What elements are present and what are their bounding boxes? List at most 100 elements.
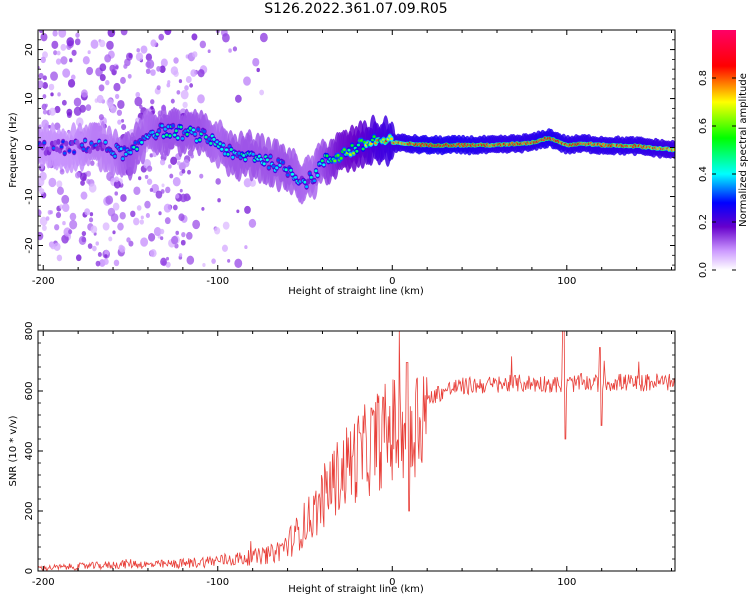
noise-blob <box>89 212 94 217</box>
noise-blob <box>180 239 186 246</box>
noise-blob <box>160 236 164 241</box>
spectrogram-x-tick-label: -100 <box>206 276 229 287</box>
noise-blob <box>170 156 178 166</box>
noise-blob <box>160 58 168 67</box>
ridge-outer <box>56 138 61 145</box>
noise-blob <box>185 75 192 83</box>
noise-blob <box>56 180 63 188</box>
noise-blob <box>165 256 170 261</box>
ridge-core <box>243 158 247 161</box>
ridge-core <box>672 148 675 152</box>
noise-blob <box>211 258 216 264</box>
noise-blob <box>113 259 120 267</box>
spectrogram-frame <box>37 29 676 271</box>
noise-blob <box>42 82 49 89</box>
ridge-core <box>121 157 125 161</box>
noise-blob <box>175 193 180 199</box>
noise-blob <box>55 211 62 219</box>
noise-blob <box>166 82 171 88</box>
noise-blob <box>56 50 61 56</box>
noise-blob <box>136 48 140 53</box>
noise-blob <box>181 169 186 174</box>
ridge-core <box>129 151 133 154</box>
noise-blob <box>232 46 238 52</box>
noise-blob <box>222 33 230 43</box>
noise-blob <box>126 237 131 243</box>
ridge-core <box>209 142 213 145</box>
noise-blob <box>70 74 76 81</box>
ridge-core <box>352 151 356 155</box>
noise-blob <box>139 219 144 225</box>
ridge-core <box>165 133 169 137</box>
noise-blob <box>73 97 82 107</box>
noise-blob <box>172 204 178 211</box>
snr-y-tick-label: 800 <box>24 321 35 340</box>
ridge-core <box>166 125 170 129</box>
noise-blob <box>156 66 161 72</box>
chart-title: S126.2022.361.07.09.R05 <box>264 1 448 17</box>
noise-blob <box>217 198 221 203</box>
ridge-core <box>83 139 87 142</box>
noise-blob <box>107 30 116 38</box>
snr-x-axis-label: Height of straight line (km) <box>288 584 424 595</box>
colorbar-tick-label: 0.2 <box>698 214 709 230</box>
noise-blob <box>52 30 58 37</box>
snr-x-tick-label: -100 <box>206 577 229 588</box>
noise-blob <box>190 69 197 77</box>
noise-blob <box>120 76 126 84</box>
noise-blob <box>39 30 44 34</box>
noise-blob <box>144 174 149 180</box>
noise-blob <box>150 39 157 47</box>
noise-blob <box>123 63 128 69</box>
snr-y-tick-label: 200 <box>24 501 35 520</box>
ridge-core <box>231 155 235 159</box>
noise-blob <box>243 178 252 188</box>
ridge-core <box>207 137 211 141</box>
noise-blob <box>53 50 58 56</box>
noise-blob <box>106 98 114 107</box>
noise-blob <box>146 165 153 172</box>
ridge-outer <box>305 178 311 185</box>
ridge-outer <box>95 145 100 152</box>
ridge-core <box>237 151 241 155</box>
ridge-core <box>196 127 200 131</box>
noise-blob <box>41 103 47 110</box>
ridge-core <box>81 147 86 151</box>
noise-blob <box>120 30 128 36</box>
noise-blob <box>259 89 265 96</box>
ridge-core <box>173 133 177 137</box>
noise-blob <box>140 215 144 220</box>
noise-blob <box>66 37 75 47</box>
ridge-core <box>103 140 108 144</box>
noise-blob <box>155 190 163 199</box>
noise-blob <box>74 171 81 179</box>
noise-blob <box>112 202 120 211</box>
noise-blob <box>191 33 198 41</box>
spectrogram-y-tick-label: 10 <box>24 92 35 105</box>
noise-blob <box>165 261 171 268</box>
noise-blob <box>236 209 240 214</box>
noise-blob <box>120 119 125 123</box>
noise-blob <box>192 51 198 58</box>
noise-blob <box>201 207 205 211</box>
noise-blob <box>145 53 153 62</box>
noise-blob <box>82 56 90 65</box>
ridge-core <box>348 153 353 157</box>
noise-blob <box>97 252 102 257</box>
noise-blob <box>98 114 104 121</box>
noise-blob <box>90 225 98 234</box>
noise-blob <box>99 39 106 48</box>
noise-blob <box>87 243 93 249</box>
noise-blob <box>38 209 42 217</box>
noise-blob <box>40 32 48 42</box>
noise-blob <box>108 236 113 242</box>
noise-blob <box>106 40 114 50</box>
noise-blob <box>38 80 44 89</box>
noise-blob <box>130 210 136 218</box>
ridge-outer <box>64 140 69 147</box>
noise-blob <box>178 253 183 258</box>
ridge-core <box>355 149 359 153</box>
noise-blob <box>42 51 48 59</box>
noise-blob <box>159 159 166 166</box>
